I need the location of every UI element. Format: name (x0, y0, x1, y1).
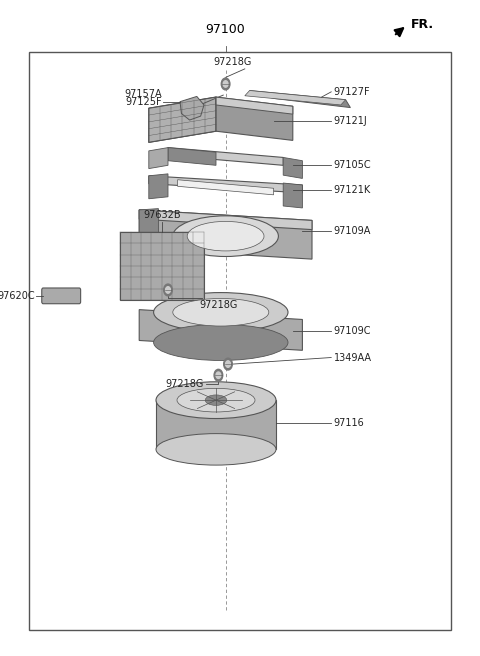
Polygon shape (149, 97, 216, 142)
Ellipse shape (187, 221, 264, 251)
Text: 97109A: 97109A (334, 226, 371, 236)
Text: 97100: 97100 (206, 23, 245, 36)
Text: 97632B: 97632B (143, 210, 181, 220)
Text: 97127F: 97127F (334, 87, 370, 97)
Polygon shape (168, 148, 283, 165)
Polygon shape (283, 183, 302, 208)
Polygon shape (216, 97, 293, 140)
Text: 97121J: 97121J (334, 116, 367, 127)
Polygon shape (283, 157, 302, 178)
Text: 97218G: 97218G (214, 57, 252, 67)
Polygon shape (139, 209, 158, 249)
Polygon shape (149, 176, 302, 193)
Text: 97620C: 97620C (0, 291, 35, 301)
Text: 97157A: 97157A (125, 89, 162, 99)
Circle shape (214, 369, 223, 381)
Polygon shape (149, 97, 216, 142)
Polygon shape (216, 97, 293, 114)
Circle shape (164, 284, 172, 296)
Bar (120, 232, 204, 300)
Text: 97116: 97116 (334, 418, 364, 428)
Text: 97105C: 97105C (334, 160, 371, 171)
Ellipse shape (156, 382, 276, 419)
Text: 1349AA: 1349AA (334, 352, 372, 363)
Text: 97218G: 97218G (199, 300, 238, 310)
Polygon shape (139, 210, 312, 230)
Circle shape (226, 361, 230, 367)
Polygon shape (168, 148, 216, 165)
Polygon shape (139, 210, 312, 259)
Text: 97109C: 97109C (334, 325, 371, 336)
Polygon shape (149, 174, 168, 199)
Polygon shape (149, 148, 168, 169)
Ellipse shape (173, 298, 269, 326)
Circle shape (166, 287, 170, 293)
Polygon shape (178, 180, 274, 195)
Circle shape (221, 78, 230, 90)
Ellipse shape (154, 324, 288, 361)
Polygon shape (139, 310, 302, 350)
Text: 97218G: 97218G (166, 379, 204, 389)
Ellipse shape (177, 388, 255, 412)
Ellipse shape (205, 395, 227, 405)
Polygon shape (245, 91, 346, 105)
Circle shape (224, 358, 232, 370)
FancyBboxPatch shape (42, 288, 81, 304)
Ellipse shape (156, 434, 276, 465)
Text: 97121K: 97121K (334, 185, 371, 195)
Ellipse shape (154, 293, 288, 332)
Bar (29, 52, 451, 630)
Text: FR.: FR. (410, 18, 433, 31)
Polygon shape (250, 91, 350, 108)
Polygon shape (156, 400, 276, 449)
Text: 97125F: 97125F (126, 97, 162, 107)
Circle shape (216, 372, 221, 379)
Polygon shape (180, 96, 204, 120)
Ellipse shape (173, 216, 278, 256)
Circle shape (223, 81, 228, 87)
